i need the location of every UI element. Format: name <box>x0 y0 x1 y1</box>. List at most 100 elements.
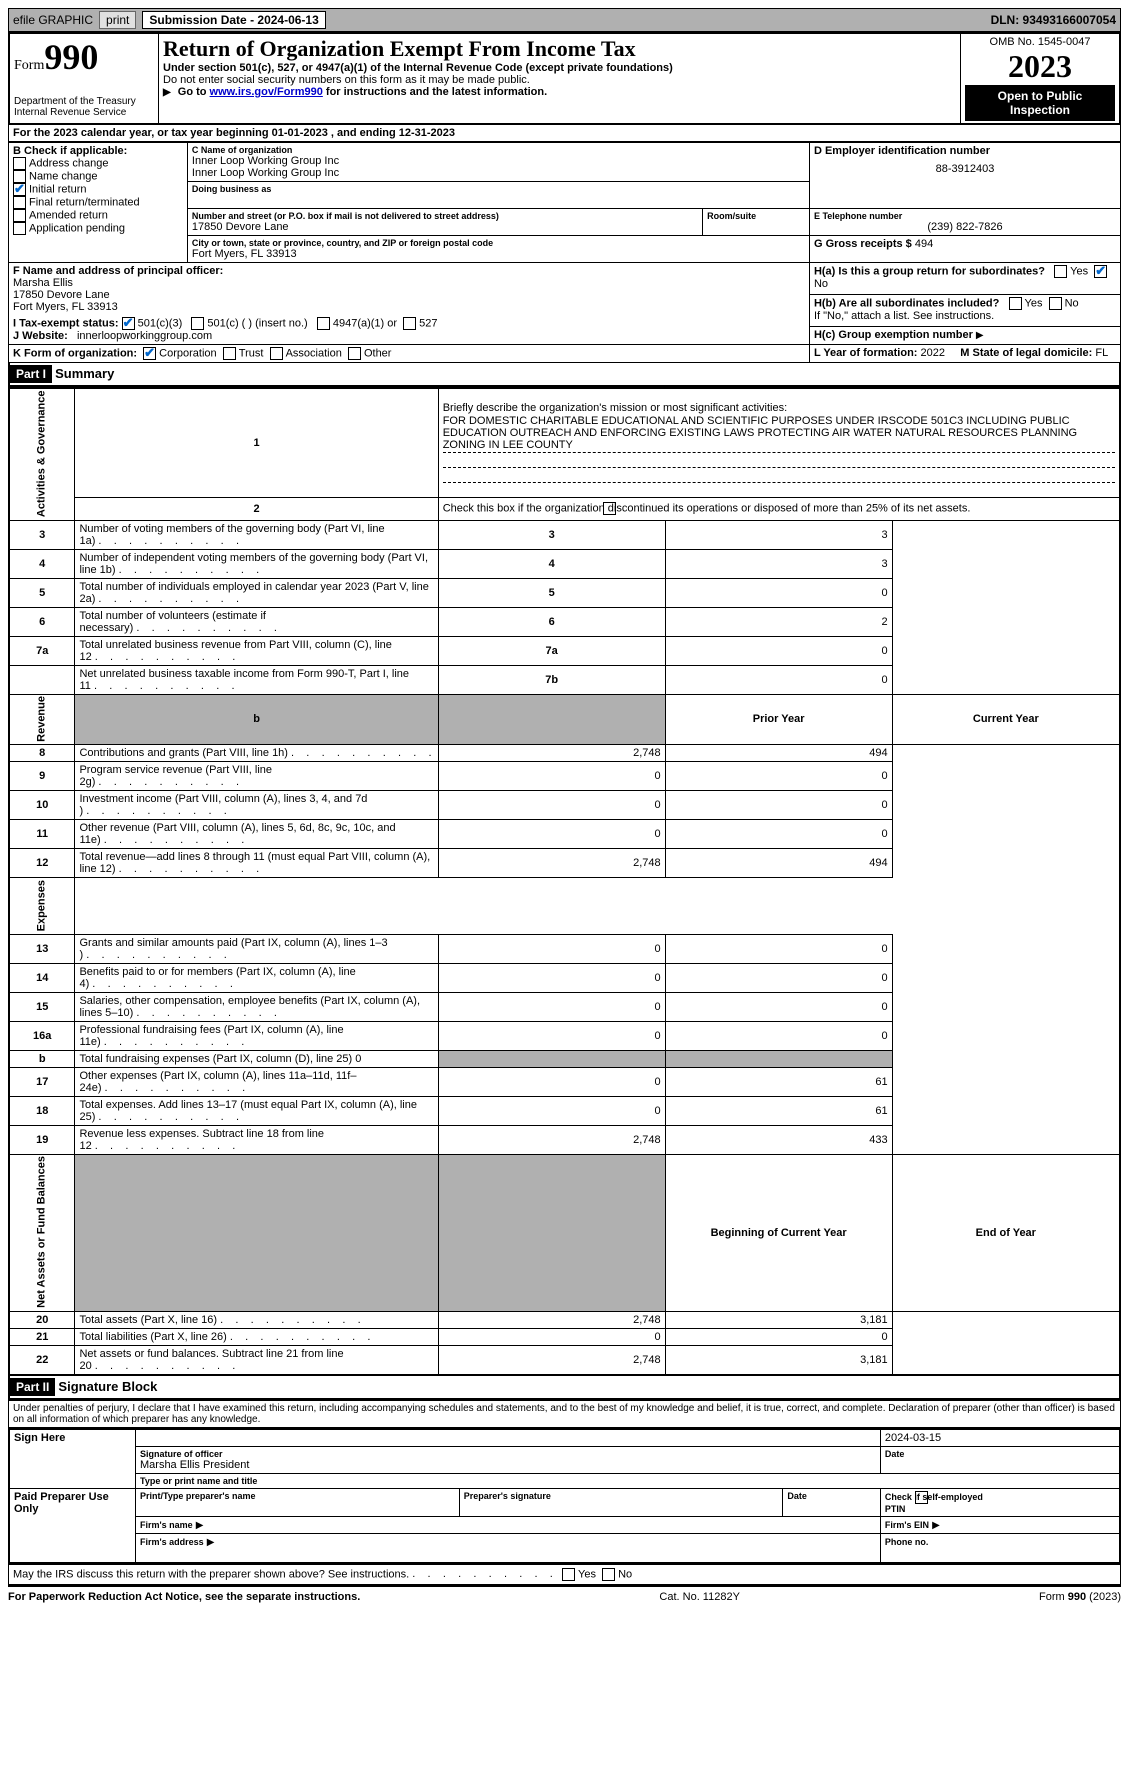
side-net: Net Assets or Fund Balances <box>9 1154 75 1311</box>
date-label: Date <box>885 1449 1115 1459</box>
line-text: Professional fundraising fees (Part IX, … <box>75 1021 438 1050</box>
prior-value: 0 <box>438 1096 665 1125</box>
line-text: Total expenses. Add lines 13–17 (must eq… <box>75 1096 438 1125</box>
checkbox-b[interactable] <box>13 222 26 235</box>
begin-year-hdr: Beginning of Current Year <box>665 1154 892 1311</box>
checkbox-4947[interactable] <box>317 317 330 330</box>
discuss-row: May the IRS discuss this return with the… <box>8 1564 1121 1585</box>
tax-year: 2023 <box>965 48 1115 85</box>
street-label: Number and street (or P.O. box if mail i… <box>192 211 698 221</box>
ha-label: H(a) Is this a group return for subordin… <box>814 265 1045 277</box>
submission-date: Submission Date - 2024-06-13 <box>142 11 325 29</box>
dba-label: Doing business as <box>192 184 805 194</box>
checkbox-hb-no[interactable] <box>1049 297 1062 310</box>
current-value: 494 <box>665 745 892 762</box>
checkbox-assoc[interactable] <box>270 347 283 360</box>
checkbox-ha-yes[interactable] <box>1054 265 1067 278</box>
begin-value: 2,748 <box>438 1345 665 1375</box>
prior-value: 0 <box>438 934 665 963</box>
line-value: 0 <box>665 665 892 694</box>
checkbox-b[interactable] <box>13 196 26 209</box>
prior-value: 0 <box>438 992 665 1021</box>
sig-officer-label: Signature of officer <box>140 1449 876 1459</box>
form-title: Return of Organization Exempt From Incom… <box>163 36 956 62</box>
org-name-2: Inner Loop Working Group Inc <box>192 167 805 179</box>
side-expenses: Expenses <box>9 878 75 934</box>
checkbox-hb-yes[interactable] <box>1009 297 1022 310</box>
prior-value: 0 <box>438 820 665 849</box>
line-text: Total number of individuals employed in … <box>75 578 438 607</box>
line-text: Total unrelated business revenue from Pa… <box>75 636 438 665</box>
officer-city: Fort Myers, FL 33913 <box>13 301 805 313</box>
line-text: Total number of volunteers (estimate if … <box>75 607 438 636</box>
form-header: Form990 Department of the Treasury Inter… <box>8 32 1121 125</box>
current-value: 0 <box>665 992 892 1021</box>
ssn-warning: Do not enter social security numbers on … <box>163 74 956 86</box>
box-c-name-label: C Name of organization <box>192 145 805 155</box>
line-m-label: M State of legal domicile: <box>960 347 1092 359</box>
checkbox-b[interactable] <box>13 209 26 222</box>
prior-value: 0 <box>438 762 665 791</box>
footer-mid: Cat. No. 11282Y <box>659 1591 740 1603</box>
signature-table: Sign Here 2024-03-15 Signature of office… <box>8 1428 1121 1564</box>
form-subtitle: Under section 501(c), 527, or 4947(a)(1)… <box>163 62 956 74</box>
street-value: 17850 Devore Lane <box>192 221 698 233</box>
checkbox-501c[interactable] <box>191 317 204 330</box>
prior-value: 2,748 <box>438 849 665 878</box>
checkbox-discuss-yes[interactable] <box>562 1568 575 1581</box>
hc-label: H(c) Group exemption number <box>814 329 973 341</box>
treasury-label: Department of the Treasury Internal Reve… <box>14 96 154 118</box>
room-label: Room/suite <box>707 211 805 221</box>
line-i-label: I Tax-exempt status: <box>13 317 119 329</box>
paid-preparer-label: Paid Preparer Use Only <box>9 1488 136 1563</box>
line-l-label: L Year of formation: <box>814 347 918 359</box>
checkbox-discontinued[interactable] <box>603 502 616 515</box>
line-text: Revenue less expenses. Subtract line 18 … <box>75 1125 438 1154</box>
checkbox-501c3[interactable] <box>122 317 135 330</box>
irs-link[interactable]: www.irs.gov/Form990 <box>210 86 323 98</box>
current-value: 433 <box>665 1125 892 1154</box>
phone-label: E Telephone number <box>814 211 1116 221</box>
current-value: 0 <box>665 934 892 963</box>
sig-date: 2024-03-15 <box>880 1429 1120 1447</box>
checkbox-trust[interactable] <box>223 347 236 360</box>
omb-number: OMB No. 1545-0047 <box>965 36 1115 48</box>
part1-title: Summary <box>55 366 114 381</box>
current-value: 61 <box>665 1096 892 1125</box>
checkbox-527[interactable] <box>403 317 416 330</box>
hb-label: H(b) Are all subordinates included? <box>814 297 999 309</box>
prior-value: 0 <box>438 791 665 820</box>
line-text: Contributions and grants (Part VIII, lin… <box>75 745 438 762</box>
line-value: 3 <box>665 549 892 578</box>
line-k-label: K Form of organization: <box>13 347 137 359</box>
org-name-1: Inner Loop Working Group Inc <box>192 155 805 167</box>
prior-value <box>438 1050 665 1067</box>
part2-title: Signature Block <box>58 1379 157 1394</box>
line-value: 0 <box>665 578 892 607</box>
checkbox-corp[interactable] <box>143 347 156 360</box>
hb-note: If "No," attach a list. See instructions… <box>814 310 1116 322</box>
current-value: 0 <box>665 1021 892 1050</box>
checkbox-ha-no[interactable] <box>1094 265 1107 278</box>
footer-left: For Paperwork Reduction Act Notice, see … <box>8 1591 360 1603</box>
checkbox-discuss-no[interactable] <box>602 1568 615 1581</box>
checkbox-self-employed[interactable] <box>915 1491 928 1504</box>
line-text: Program service revenue (Part VIII, line… <box>75 762 438 791</box>
line-text: Other revenue (Part VIII, column (A), li… <box>75 820 438 849</box>
officer-sig-name: Marsha Ellis President <box>140 1459 876 1471</box>
line-text: Benefits paid to or for members (Part IX… <box>75 963 438 992</box>
print-button[interactable]: print <box>99 11 136 29</box>
end-value: 3,181 <box>665 1345 892 1375</box>
line-text: Number of independent voting members of … <box>75 549 438 578</box>
current-year-hdr: Current Year <box>892 694 1120 745</box>
line-text: Total assets (Part X, line 16) <box>75 1311 438 1328</box>
end-value: 3,181 <box>665 1311 892 1328</box>
checkbox-other[interactable] <box>348 347 361 360</box>
prior-value: 0 <box>438 963 665 992</box>
side-governance: Activities & Governance <box>9 388 75 520</box>
checkbox-b[interactable] <box>13 183 26 196</box>
prior-value: 0 <box>438 1021 665 1050</box>
line-text: Total liabilities (Part X, line 26) <box>75 1328 438 1345</box>
current-value <box>665 1050 892 1067</box>
checkbox-b[interactable] <box>13 157 26 170</box>
